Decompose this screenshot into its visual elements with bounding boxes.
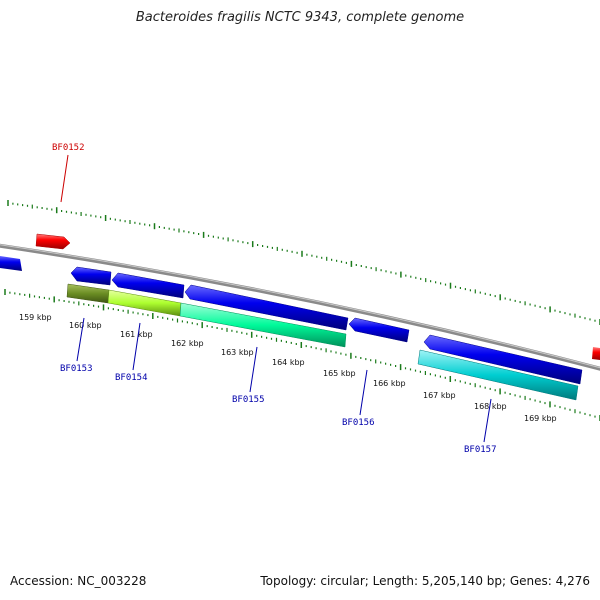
scale-label: 162 kbp (171, 339, 204, 348)
gene-label-bf0157[interactable]: BF0157 (464, 398, 497, 455)
reverse-gene-left-edge[interactable] (0, 256, 22, 271)
scale-label: 167 kbp (423, 391, 456, 400)
feature-block-bf0157[interactable] (417, 349, 579, 401)
scale-label: 166 kbp (373, 379, 406, 388)
gene-label-bf0156[interactable]: BF0156 (342, 369, 375, 428)
gene-label-bf0155[interactable]: BF0155 (232, 346, 265, 405)
scale-label: 168 kbp (474, 402, 507, 411)
forward-gene-right-edge[interactable] (592, 347, 600, 360)
outer-tick-ring (7, 200, 600, 325)
scale-label: 169 kbp (524, 414, 557, 423)
gene-label-text: BF0152 (52, 143, 85, 153)
inner-tick-ring (4, 289, 600, 421)
gene-label-bf0152[interactable]: BF0152 (52, 143, 85, 203)
gene-label-text: BF0153 (60, 364, 93, 374)
scale-label: 164 kbp (272, 358, 305, 367)
genome-backbone (0, 243, 600, 371)
map-title: Bacteroides fragilis NCTC 9343, complete… (135, 10, 465, 25)
scale-label: 163 kbp (221, 348, 254, 357)
reverse-gene-bf0157[interactable] (423, 334, 583, 385)
reverse-gene-bf0153[interactable] (70, 266, 112, 286)
gene-label-text: BF0156 (342, 418, 375, 428)
reverse-gene-bf0156[interactable] (348, 317, 410, 343)
scale-labels: 159 kbp 160 kbp 161 kbp 162 kbp 163 kbp … (19, 313, 557, 423)
scale-label: 159 kbp (19, 313, 52, 322)
scale-label: 161 kbp (120, 330, 153, 339)
gene-label-text: BF0154 (115, 373, 148, 383)
genome-backbone-highlight (0, 244, 600, 369)
forward-gene-bf0152[interactable] (35, 233, 71, 250)
feature-block-bf0155[interactable] (179, 302, 347, 348)
scale-label: 165 kbp (323, 369, 356, 378)
topology-text: Topology: circular; Length: 5,205,140 bp… (260, 574, 590, 588)
feature-block-bf0153[interactable] (66, 283, 110, 304)
reverse-gene-bf0155[interactable] (184, 284, 349, 331)
gene-label-bf0153[interactable]: BF0153 (60, 317, 93, 374)
reverse-gene-bf0154[interactable] (111, 272, 185, 299)
gene-label-text: BF0157 (464, 445, 497, 455)
scale-label: 160 kbp (69, 321, 102, 330)
accession-text: Accession: NC_003228 (10, 574, 147, 588)
gene-label-bf0154[interactable]: BF0154 (115, 322, 148, 383)
gene-label-text: BF0155 (232, 395, 265, 405)
